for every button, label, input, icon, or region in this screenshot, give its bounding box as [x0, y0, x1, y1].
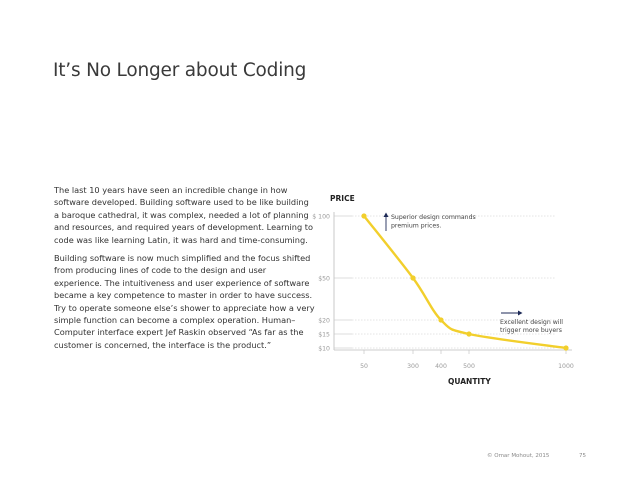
y-tick-label: $50	[318, 275, 330, 282]
tick-labels: $10 $15 $20 $50 $ 100 50 300 400 500 1000	[312, 213, 574, 370]
annotation-premium-line: premium prices.	[391, 223, 441, 230]
page-number: 75	[579, 453, 586, 459]
annotation-premium-line: Superior design commands	[391, 214, 476, 221]
paragraph-2: Building software is now much simplified…	[54, 253, 315, 350]
x-tick-label: 1000	[558, 363, 574, 370]
data-point	[438, 317, 444, 323]
x-tick-label: 400	[435, 363, 447, 370]
x-tick-label: 50	[360, 363, 368, 370]
annotation-buyers-line: Excellent design will	[500, 319, 563, 326]
data-point	[410, 275, 416, 281]
x-tick-label: 500	[463, 363, 475, 370]
arrow-up-head-icon	[383, 212, 389, 217]
footer-credit: © Omar Mohout, 2015	[487, 453, 550, 459]
y-tick-label: $ 100	[312, 213, 330, 220]
y-tick-label: $20	[318, 317, 330, 324]
data-points	[361, 213, 569, 351]
annotation-buyers-line: trigger more buyers	[500, 327, 562, 334]
paragraph-1: The last 10 years have seen an incredibl…	[54, 185, 314, 245]
y-axis-title: PRICE	[330, 194, 355, 203]
arrow-right-head-icon	[518, 310, 523, 316]
data-point	[466, 331, 472, 337]
data-point	[361, 213, 367, 219]
axes	[333, 212, 572, 354]
x-tick-label: 300	[407, 363, 419, 370]
y-tick-label: $10	[318, 345, 330, 352]
slide-title: It’s No Longer about Coding	[53, 60, 307, 81]
annotations: Superior design commands premium prices. E…	[383, 212, 563, 334]
body-text: The last 10 years have seen an incredibl…	[54, 184, 316, 357]
y-tick-label: $15	[318, 331, 330, 338]
x-axis-title: QUANTITY	[448, 377, 491, 386]
data-point	[563, 345, 569, 351]
